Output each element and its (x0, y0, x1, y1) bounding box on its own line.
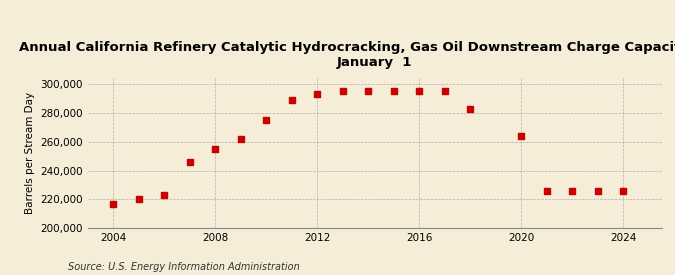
Point (338, 89, 348, 94)
Point (516, 134, 526, 138)
Point (236, 137, 246, 141)
Text: Source: U.S. Energy Information Administration: Source: U.S. Energy Information Administ… (68, 262, 299, 272)
Point (134, 197, 144, 202)
Point (541, 189, 552, 193)
Point (261, 118, 271, 122)
Point (108, 202, 119, 206)
Point (593, 189, 603, 193)
Point (618, 189, 628, 193)
Y-axis label: Barrels per Stream Day: Barrels per Stream Day (25, 92, 34, 214)
Point (312, 92, 323, 97)
Point (286, 98, 297, 102)
Point (388, 89, 399, 94)
Title: Annual California Refinery Catalytic Hydrocracking, Gas Oil Downstream Charge Ca: Annual California Refinery Catalytic Hyd… (19, 41, 675, 69)
Point (465, 106, 476, 111)
Point (159, 193, 169, 197)
Point (184, 160, 195, 164)
Point (414, 89, 425, 94)
Point (363, 89, 374, 94)
Point (567, 189, 578, 193)
Point (439, 89, 450, 94)
Point (210, 147, 221, 151)
